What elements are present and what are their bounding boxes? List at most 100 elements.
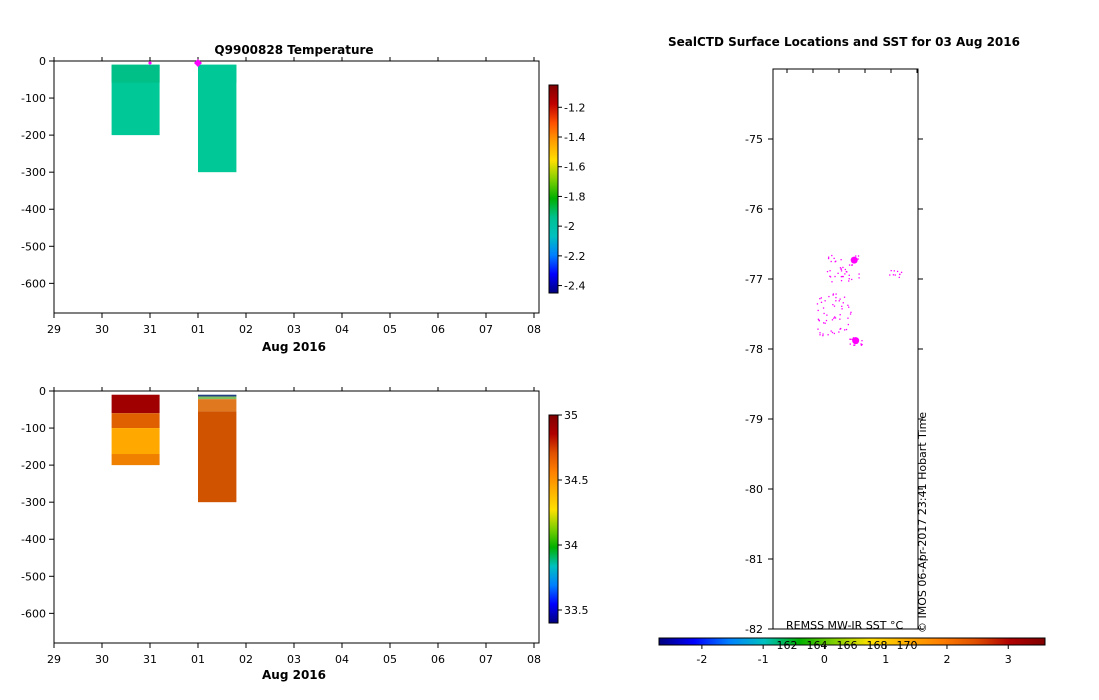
seal-location-point: [892, 274, 895, 276]
lat-tick-label: -80: [745, 483, 763, 496]
y-tick-label: -500: [21, 240, 46, 253]
lat-tick-label: -76: [745, 203, 763, 216]
temperature-title: Q9900828 Temperature: [214, 43, 373, 57]
seal-location-point: [838, 300, 840, 302]
seal-location-point: [834, 317, 837, 319]
seal-location-point: [840, 327, 842, 330]
seal-location-point: [819, 332, 821, 334]
map-lon-label: 164: [807, 639, 828, 652]
map-credit: © IMOS 06-Apr-2017 23:41 Hobart Time: [916, 412, 929, 633]
seal-location-point: [843, 296, 846, 298]
seal-location-point: [831, 254, 833, 257]
seal-location-point: [841, 308, 843, 310]
seal-location-point: [822, 307, 825, 309]
seal-location-point: [830, 260, 832, 263]
seal-location-point: [842, 275, 844, 278]
seal-location-point: [860, 343, 862, 345]
y-tick-label: -500: [21, 570, 46, 583]
sst-colorbar-tick-label: 2: [943, 653, 950, 666]
lat-tick-label: -82: [745, 623, 763, 636]
temperature-axes-box: [53, 60, 540, 314]
seal-location-point: [890, 269, 892, 272]
map-lon-label: 166: [837, 639, 858, 652]
x-tick-label: 31: [143, 653, 157, 666]
x-tick-label: 29: [47, 653, 61, 666]
colorbar-tick-label: 34: [564, 539, 578, 552]
seal-location-point: [851, 264, 853, 266]
seal-location-point: [833, 257, 835, 260]
x-tick-label: 03: [287, 323, 301, 336]
y-tick-label: -200: [21, 129, 46, 142]
map-inner-labels: 162 164 166 168 170: [777, 639, 918, 652]
seal-location-point: [820, 297, 822, 299]
seal-location-point: [833, 316, 836, 318]
salinity-axes-box: [53, 390, 540, 644]
colorbar-tick-label: -1.4: [564, 131, 585, 144]
x-tick-label: 06: [431, 323, 445, 336]
seal-location-point: [829, 270, 831, 272]
seal-location-point: [824, 322, 826, 324]
colorbar-tick-label: -1.6: [564, 161, 585, 174]
x-tick-label: 01: [191, 323, 205, 336]
x-tick-label: 08: [527, 653, 541, 666]
seal-location-point: [840, 270, 843, 272]
seal-location-point: [829, 276, 832, 278]
colorbar-tick-label: 33.5: [564, 604, 589, 617]
seal-location-point: [849, 338, 851, 340]
profile-band: [111, 428, 160, 454]
seal-location-point: [840, 259, 842, 261]
seal-location-point: [834, 275, 836, 278]
seal-location-point: [839, 318, 841, 320]
salinity-panel: 0 -100 -200 -300 -400 -500 -600 29 30 31 01 02 03 04…: [21, 385, 588, 682]
seal-location-point: [846, 271, 848, 273]
profile-band: [198, 399, 237, 412]
seal-location-point: [894, 274, 896, 276]
seal-location-point: [848, 274, 850, 276]
seal-location-point: [850, 338, 852, 340]
sst-colorbar-tick-label: 0: [821, 653, 828, 666]
seal-location-point: [861, 340, 863, 342]
colorbar-tick-label: -1.8: [564, 190, 585, 203]
seal-location-point: [851, 278, 853, 281]
x-tick-label: 01: [191, 653, 205, 666]
seal-location-point: [818, 319, 820, 321]
seal-location-point: [840, 275, 843, 278]
seal-location-point: [825, 319, 828, 322]
y-tick-label: -600: [21, 607, 46, 620]
seal-location-point: [841, 305, 843, 307]
seal-location-point: [822, 334, 824, 337]
seal-location-point: [840, 279, 843, 282]
map-lon-label: 162: [777, 639, 798, 652]
seal-location-point: [831, 331, 834, 334]
temperature-xlabel: Aug 2016: [262, 340, 326, 354]
seal-location-point: [826, 270, 829, 273]
y-tick-label: -400: [21, 533, 46, 546]
seal-location-point: [848, 306, 850, 308]
seal-location-point: [893, 270, 895, 272]
seal-location-point: [889, 274, 891, 276]
seal-location-point: [853, 344, 855, 346]
salinity-y-axis: 0 -100 -200 -300 -400 -500 -600: [21, 385, 54, 620]
seal-location-point: [899, 273, 901, 275]
seal-location-point: [848, 280, 850, 282]
seal-location-point: [822, 333, 824, 335]
colorbar-tick-label: -2.4: [564, 280, 585, 293]
seal-location-point: [837, 272, 839, 274]
x-tick-label: 04: [335, 653, 349, 666]
seal-location-point: [852, 337, 855, 339]
seal-location-point: [833, 305, 836, 307]
profile-band: [198, 394, 237, 397]
sst-colorbar-tick-label: -1: [758, 653, 769, 666]
y-tick-label: -400: [21, 203, 46, 216]
seal-location-point: [839, 267, 842, 269]
x-tick-label: 02: [239, 323, 253, 336]
seal-location-point: [847, 323, 849, 326]
x-tick-label: 02: [239, 653, 253, 666]
lat-tick-label: -78: [745, 343, 763, 356]
y-tick-label: -300: [21, 166, 46, 179]
seal-location-point: [819, 334, 821, 336]
seal-location-point: [835, 300, 837, 302]
salinity-profiles: [111, 394, 237, 503]
lat-tick-label: -77: [745, 273, 763, 286]
